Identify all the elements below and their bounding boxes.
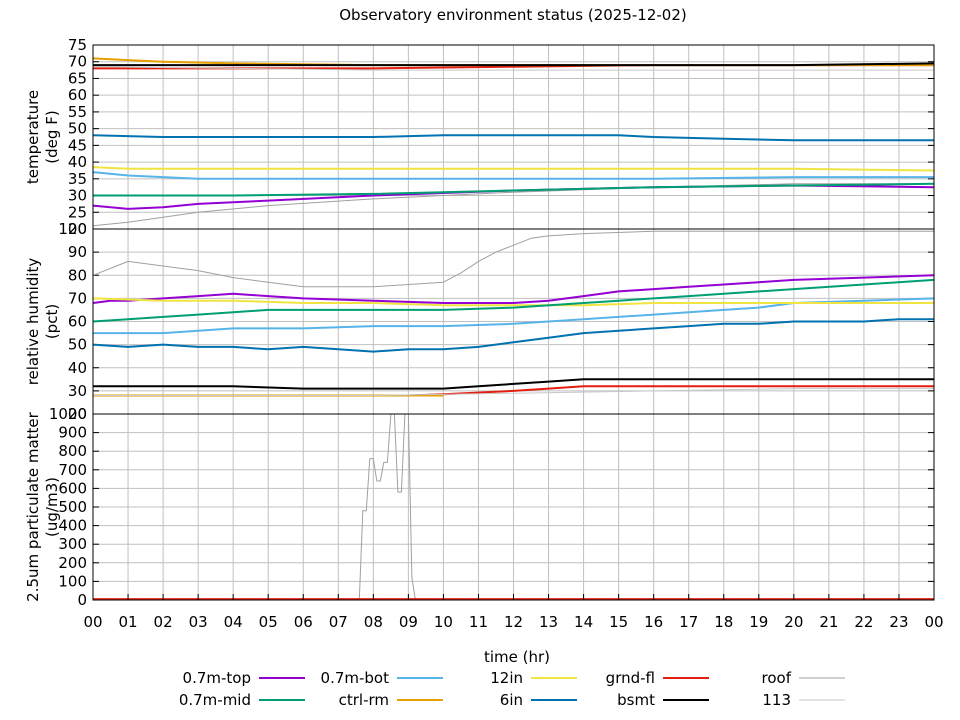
x-tick-label: 22 bbox=[854, 613, 873, 631]
series-0.7m-mid bbox=[92, 278, 935, 323]
panel-1: 20 30 40 50 60 70 80 90 100 relative humidity (pct… bbox=[24, 220, 935, 423]
x-tick-label: 06 bbox=[294, 613, 313, 631]
x-tick-label: 15 bbox=[609, 613, 628, 631]
y-tick-label: 100 bbox=[58, 572, 87, 590]
x-tick-label: 00 bbox=[83, 613, 102, 631]
legend-label: roof bbox=[762, 669, 792, 687]
y-tick-label: 60 bbox=[68, 313, 87, 331]
series-12in bbox=[92, 166, 935, 172]
y-axis-unit-label: (deg F) bbox=[43, 110, 61, 163]
y-tick-label: 25 bbox=[68, 203, 87, 221]
y-axis-unit-label: (ug/m3) bbox=[43, 477, 61, 537]
x-tick-label: 03 bbox=[189, 613, 208, 631]
series-roof bbox=[93, 413, 934, 601]
x-tick-label: 12 bbox=[504, 613, 523, 631]
chart-title: Observatory environment status (2025-12-… bbox=[339, 6, 687, 24]
x-tick-label: 17 bbox=[679, 613, 698, 631]
x-tick-label: 18 bbox=[714, 613, 733, 631]
y-tick-label: 60 bbox=[68, 86, 87, 104]
series-12in bbox=[92, 297, 934, 307]
y-tick-label: 20 bbox=[68, 405, 87, 423]
x-tick-label: 19 bbox=[749, 613, 768, 631]
y-tick-label: 70 bbox=[68, 289, 87, 307]
y-tick-label: 75 bbox=[68, 36, 87, 54]
x-tick-label: 13 bbox=[539, 613, 558, 631]
x-tick-label: 02 bbox=[154, 613, 173, 631]
legend-label: ctrl-rm bbox=[339, 691, 389, 709]
x-tick-label: 05 bbox=[259, 613, 278, 631]
y-tick-label: 600 bbox=[58, 479, 87, 497]
y-tick-label: 30 bbox=[68, 382, 87, 400]
y-tick-label: 800 bbox=[58, 442, 87, 460]
legend-label: 0.7m-mid bbox=[179, 691, 251, 709]
y-tick-label: 0 bbox=[77, 591, 87, 609]
x-tick-label: 21 bbox=[819, 613, 838, 631]
y-tick-label: 90 bbox=[68, 243, 87, 261]
series-0.7m-top bbox=[92, 274, 935, 304]
y-axis-label: 2.5um particulate matter bbox=[24, 411, 42, 601]
series-bsmt bbox=[93, 378, 934, 390]
legend-label: 113 bbox=[762, 691, 791, 709]
legend: 0.7m-top 0.7m-bot 12in grnd-fl roof 0.7m-mid c… bbox=[179, 669, 845, 709]
y-tick-label: 1000 bbox=[49, 405, 87, 423]
series-roof bbox=[92, 230, 934, 288]
x-tick-label: 20 bbox=[784, 613, 803, 631]
y-tick-label: 65 bbox=[68, 69, 87, 87]
series-113 bbox=[92, 66, 934, 71]
y-tick-label: 100 bbox=[58, 220, 87, 238]
x-tick-label: 16 bbox=[644, 613, 663, 631]
x-axis: 00 01 02 03 04 05 06 07 08 09 10 11 12 13 14 15 16 17 18 19… bbox=[83, 594, 944, 631]
series-0.7m-bot bbox=[92, 171, 934, 180]
x-tick-label: 11 bbox=[469, 613, 488, 631]
y-tick-label: 900 bbox=[58, 424, 87, 442]
y-tick-label: 50 bbox=[68, 336, 87, 354]
x-tick-label: 04 bbox=[224, 613, 243, 631]
x-tick-label: 10 bbox=[434, 613, 453, 631]
y-tick-label: 40 bbox=[68, 359, 87, 377]
y-tick-label: 45 bbox=[68, 136, 87, 154]
y-tick-label: 400 bbox=[58, 517, 87, 535]
y-tick-label: 200 bbox=[58, 554, 87, 572]
y-tick-label: 700 bbox=[58, 461, 87, 479]
y-tick-label: 500 bbox=[58, 498, 87, 516]
x-tick-label: 07 bbox=[329, 613, 348, 631]
y-tick-label: 35 bbox=[68, 170, 87, 188]
x-axis-label: time (hr) bbox=[484, 648, 550, 666]
y-axis-label: temperature bbox=[24, 90, 42, 184]
legend-label: 0.7m-bot bbox=[321, 669, 390, 687]
y-tick-label: 300 bbox=[58, 535, 87, 553]
x-tick-label: 01 bbox=[118, 613, 137, 631]
y-tick-label: 30 bbox=[68, 187, 87, 205]
y-axis-label: relative humidity bbox=[24, 258, 42, 386]
y-tick-label: 20 bbox=[68, 220, 87, 238]
series-bsmt bbox=[93, 62, 935, 67]
y-tick-label: 70 bbox=[68, 53, 87, 71]
y-axis-unit-label: (pct) bbox=[43, 304, 61, 339]
x-tick-label: 00 bbox=[924, 613, 943, 631]
series-6in bbox=[92, 134, 934, 142]
series-0.7m-bot bbox=[93, 297, 935, 335]
y-tick-label: 50 bbox=[68, 120, 87, 138]
legend-label: 0.7m-top bbox=[183, 669, 251, 687]
series-0.7m-mid bbox=[93, 182, 935, 197]
y-tick-label: 55 bbox=[68, 103, 87, 121]
legend-label: 6in bbox=[500, 691, 523, 709]
series-6in bbox=[92, 318, 934, 353]
x-tick-label: 14 bbox=[574, 613, 593, 631]
legend-label: grnd-fl bbox=[606, 669, 655, 687]
x-tick-label: 23 bbox=[889, 613, 908, 631]
legend-label: bsmt bbox=[617, 691, 655, 709]
y-tick-label: 40 bbox=[68, 153, 87, 171]
legend-label: 12in bbox=[490, 669, 523, 687]
x-tick-label: 08 bbox=[364, 613, 383, 631]
x-tick-label: 09 bbox=[399, 613, 418, 631]
y-tick-label: 80 bbox=[68, 266, 87, 284]
series-113 bbox=[93, 388, 934, 396]
